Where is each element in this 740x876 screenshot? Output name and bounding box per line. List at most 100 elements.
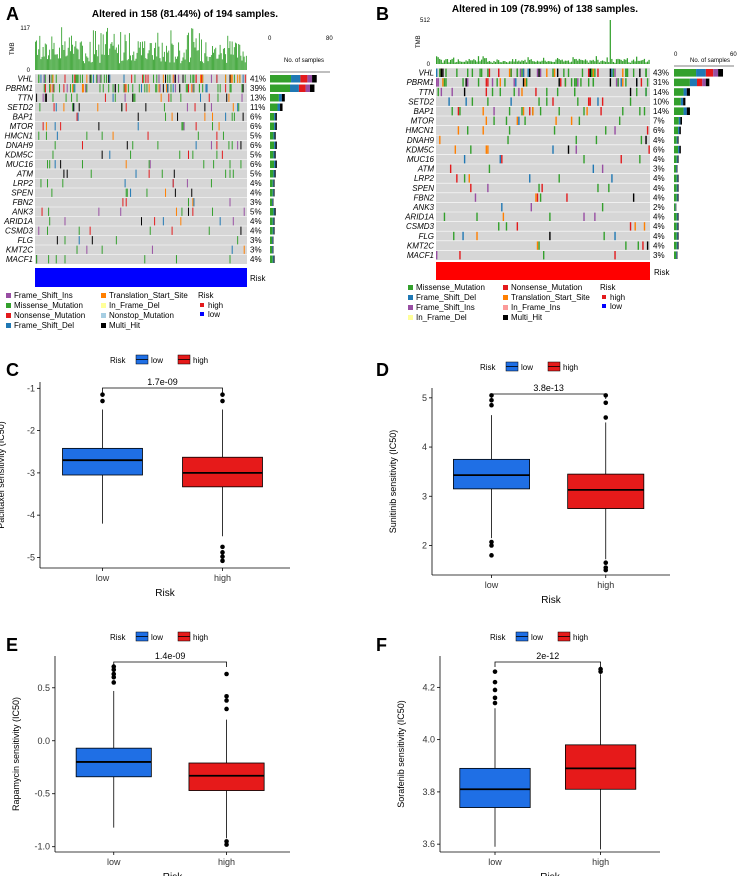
tmb-bar [546, 61, 548, 64]
tmb-bar [89, 41, 91, 70]
percent-label: 5% [250, 170, 262, 179]
mutation-cell [127, 84, 129, 93]
x-axis-label: Risk [155, 588, 175, 599]
mutation-cell [574, 78, 576, 87]
mutation-cell [75, 74, 77, 83]
mutation-cell [243, 207, 245, 216]
tmb-bar [591, 60, 593, 64]
mutation-cell [541, 183, 543, 193]
legend-label: Frame_Shift_Del [416, 293, 476, 302]
tmb-bar [560, 60, 562, 64]
gene-label: SPEN [412, 184, 434, 193]
mutation-cell [74, 74, 76, 83]
mutation-cell [114, 93, 116, 102]
mutation-cell [45, 93, 47, 102]
mutation-cell [221, 150, 223, 159]
tmb-bar [213, 52, 214, 70]
tmb-bar [600, 61, 602, 64]
tmb-bar [459, 61, 461, 64]
sample-count-segment [674, 97, 681, 106]
mutation-cell [543, 251, 545, 260]
sample-count-segment [718, 69, 724, 77]
mutation-cell [192, 150, 194, 159]
sample-count-segment [677, 136, 679, 144]
tmb-bar [239, 44, 241, 70]
legend-label: Nonstop_Mutation [109, 311, 174, 320]
mutation-cell [230, 84, 232, 93]
mutation-cell [125, 188, 127, 197]
percent-label: 6% [250, 113, 262, 122]
mutation-cell [499, 78, 501, 87]
tmb-bar [242, 51, 244, 70]
percent-label: 5% [250, 208, 262, 217]
tmb-bar [642, 59, 644, 64]
mutation-cell [237, 103, 239, 112]
mutation-cell [141, 217, 142, 226]
mutation-cell [575, 145, 577, 154]
mutation-cell [193, 198, 195, 207]
tmb-bar [467, 61, 469, 64]
tmb-bar [172, 44, 174, 70]
tmb-bar [165, 61, 166, 70]
sample-count-segment [280, 103, 283, 111]
sample-count-segment [270, 246, 273, 254]
tmb-bar [197, 50, 199, 70]
tmb-bar [589, 60, 591, 64]
mutation-cell [611, 68, 613, 77]
legend-label: Multi_Hit [109, 321, 141, 330]
mutation-cell [212, 112, 214, 121]
tmb-bar [123, 52, 125, 70]
mutation-cell [148, 84, 150, 93]
outlier-point [224, 839, 229, 844]
mutation-cell [147, 131, 149, 140]
mutation-cell [231, 112, 233, 121]
tmb-bar [507, 62, 509, 64]
tmb-bar [615, 59, 618, 64]
tmb-bar [470, 60, 472, 64]
mutation-cell [538, 68, 540, 77]
legend-swatch [101, 303, 106, 308]
mutation-cell [225, 112, 227, 121]
mutation-cell [600, 107, 602, 116]
tmb-bar [195, 38, 197, 70]
legend-label-high: high [193, 633, 208, 642]
sample-count-segment [272, 217, 274, 225]
mutation-cell [440, 68, 443, 77]
tmb-bar [56, 54, 58, 70]
sample-count-segment [677, 184, 679, 192]
tmb-bar [40, 59, 42, 70]
tmb-bar [493, 60, 495, 64]
legend-label-low: low [151, 633, 163, 642]
mutation-cell [123, 74, 125, 83]
mutation-cell [615, 78, 618, 87]
tmb-bar [50, 59, 52, 70]
tmb-bar [171, 43, 173, 70]
gene-label: ATM [417, 165, 435, 174]
mutation-cell [546, 97, 548, 106]
tmb-bar [77, 49, 79, 70]
panel-b-mutation-grid [436, 67, 650, 260]
tmb-bar [636, 56, 638, 64]
tmb-bar [88, 61, 90, 70]
tmb-bar [490, 61, 492, 64]
sample-count-segment [676, 241, 678, 250]
mutation-cell [90, 169, 92, 178]
tmb-bar [170, 30, 172, 71]
gene-label: LRP2 [414, 174, 435, 183]
mutation-cell [525, 78, 528, 87]
mutation-cell [123, 84, 125, 93]
mutation-cell [109, 150, 111, 159]
mutation-cell [487, 97, 489, 106]
sample-count-segment [674, 184, 677, 192]
mutation-cell [535, 87, 537, 97]
mutation-cell [243, 245, 245, 254]
mutation-cell [505, 222, 508, 231]
mutation-cell [36, 255, 38, 264]
mutation-cell [536, 241, 539, 250]
mutation-cell [504, 78, 506, 87]
tmb-bar [244, 62, 246, 70]
tmb-bar [44, 43, 46, 70]
mutation-cell [43, 74, 45, 83]
tmb-bar [595, 56, 597, 64]
tmb-bar [578, 58, 580, 64]
